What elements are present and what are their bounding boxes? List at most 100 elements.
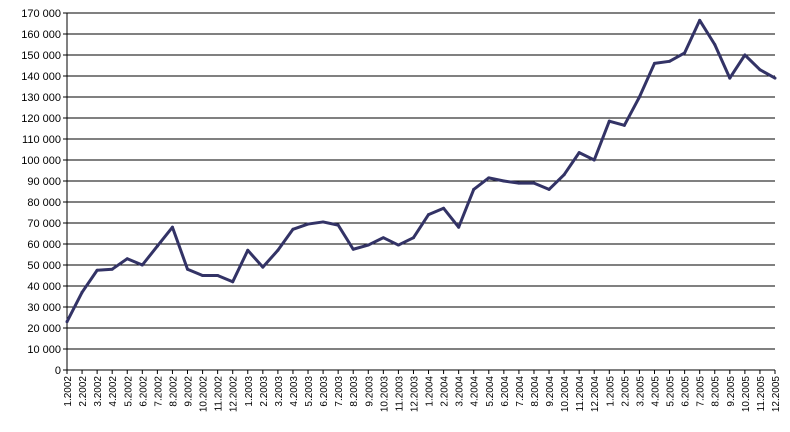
x-tick-label: 6.2005 (681, 376, 692, 407)
x-tick-label: 5.2003 (304, 376, 315, 407)
data-point (351, 247, 355, 251)
x-tick-label: 4.2003 (289, 376, 300, 407)
data-point (502, 179, 506, 183)
data-point (140, 263, 144, 267)
data-point (261, 265, 265, 269)
x-tick-label: 7.2004 (515, 376, 526, 407)
x-tick-label: 7.2005 (696, 376, 707, 407)
y-tick-label: 10 000 (27, 344, 61, 356)
data-point (186, 267, 190, 271)
data-point (276, 248, 280, 252)
x-tick-label: 6.2003 (319, 376, 330, 407)
x-tick-label: 8.2004 (530, 376, 541, 407)
x-tick-label: 1.2003 (244, 376, 255, 407)
y-tick-label: 150 000 (21, 50, 61, 62)
x-tick-label: 1.2004 (425, 376, 436, 407)
y-tick-label: 120 000 (21, 113, 61, 125)
data-point (201, 274, 205, 277)
y-tick-label: 40 000 (27, 281, 61, 293)
x-tick-label: 3.2004 (455, 376, 466, 407)
data-point (427, 213, 431, 217)
x-tick-label: 3.2002 (93, 376, 104, 407)
data-point (562, 173, 566, 177)
data-point (396, 243, 400, 247)
x-tick-label: 3.2003 (274, 376, 285, 407)
data-point (487, 176, 491, 180)
data-point (306, 222, 310, 226)
x-tick-label: 1.2002 (63, 376, 74, 407)
x-tick-label: 9.2002 (184, 376, 195, 407)
data-point (472, 187, 476, 191)
data-point (607, 119, 611, 123)
x-tick-label: 8.2005 (711, 376, 722, 407)
y-axis-tick-labels: 0 10 000 20 000 30 000 40 000 50 000 60 000 70 … (21, 8, 61, 377)
data-point (125, 257, 129, 261)
x-tick-label: 5.2004 (485, 376, 496, 407)
data-point (457, 225, 461, 229)
data-point (743, 53, 747, 57)
y-tick-label: 70 000 (27, 218, 61, 230)
x-tick-label: 4.2005 (650, 376, 661, 407)
x-tick-label: 2.2003 (259, 376, 270, 407)
x-tick-label: 4.2004 (470, 376, 481, 407)
data-series (65, 18, 777, 324)
x-tick-label: 2.2002 (78, 376, 89, 407)
data-point (592, 158, 596, 162)
data-point (758, 68, 762, 72)
y-tick-label: 90 000 (27, 176, 61, 188)
y-tick-label: 140 000 (21, 71, 61, 83)
x-tick-label: 9.2005 (726, 376, 737, 407)
data-point (155, 244, 159, 248)
data-point (698, 18, 702, 22)
x-tick-label: 3.2005 (635, 376, 646, 407)
x-tick-label: 11.2004 (575, 376, 586, 412)
y-tick-label: 160 000 (21, 29, 61, 41)
data-point (321, 220, 325, 224)
x-tick-label: 12.2002 (229, 376, 240, 413)
data-point (442, 206, 446, 210)
y-tick-label: 60 000 (27, 239, 61, 251)
x-axis-tick-labels: 1.2002 2.2002 3.2002 4.2002 5.2002 6.2002 7.20… (63, 376, 782, 413)
x-tick-label: 11.2002 (214, 376, 225, 412)
x-tick-label: 11.2003 (394, 376, 405, 412)
data-point (668, 59, 672, 63)
data-point (246, 248, 250, 252)
x-tick-label: 6.2004 (500, 376, 511, 407)
x-tick-label: 2.2004 (440, 376, 451, 407)
data-point (411, 236, 415, 240)
y-tick-label: 50 000 (27, 260, 61, 272)
x-tick-label: 12.2003 (409, 376, 420, 413)
data-point (65, 320, 69, 324)
data-point (80, 290, 84, 294)
x-tick-label: 9.2003 (364, 376, 375, 407)
data-point (652, 61, 656, 65)
x-tick-label: 11.2005 (756, 376, 767, 412)
data-point (170, 225, 174, 229)
x-tick-label: 12.2005 (771, 376, 782, 413)
y-tick-label: 110 000 (22, 134, 61, 146)
data-point (381, 236, 385, 240)
x-tick-label: 2.2005 (620, 376, 631, 407)
x-tick-label: 10.2003 (379, 376, 390, 413)
gridlines (67, 12, 775, 350)
y-tick-label: 130 000 (21, 92, 61, 104)
x-tick-label: 7.2002 (153, 376, 164, 407)
data-point (637, 95, 641, 99)
x-tick-label: 12.2004 (590, 376, 601, 413)
x-tick-label: 1.2005 (605, 376, 616, 407)
x-tick-label: 8.2003 (349, 376, 360, 407)
data-point (713, 43, 717, 46)
data-point (622, 123, 626, 127)
data-point (366, 243, 370, 247)
data-point (577, 151, 581, 155)
x-tick-label: 6.2002 (138, 376, 149, 407)
x-tick-label: 10.2002 (199, 376, 210, 413)
x-tick-label: 4.2002 (108, 376, 119, 407)
data-point (291, 227, 295, 231)
series-line (65, 18, 776, 323)
data-point (216, 274, 220, 277)
data-point (683, 51, 687, 55)
data-point (231, 280, 235, 284)
data-point (773, 76, 777, 80)
